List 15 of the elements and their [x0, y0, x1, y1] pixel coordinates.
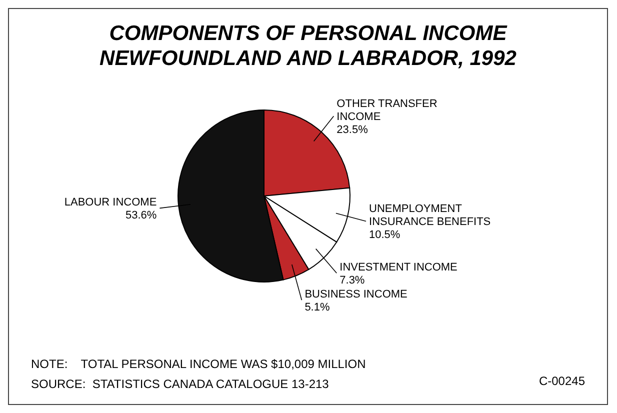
slice-label: LABOUR INCOME	[64, 196, 157, 209]
data-label: 23.5%	[336, 124, 368, 136]
data-label: 10.5%	[369, 229, 400, 242]
slice-label: BUSINESS INCOME	[304, 288, 408, 301]
text: NOTE: TOTAL PERSONAL INCOME WAS $10,009 MILLION	[31, 356, 366, 373]
data-label: 5.1%	[304, 302, 330, 314]
chart-title: COMPONENTS OF PERSONAL INCOME	[108, 21, 508, 46]
source-note: SOURCE: STATISTICS CANADA CATALOGUE 13-213	[31, 376, 330, 393]
chart-subtitle: NEWFOUNDLAND AND LABRADOR, 1992	[98, 46, 518, 71]
text: C-00245	[538, 374, 585, 388]
slice-label: UNEMPLOYMENT INSURANCE BENEFITS	[369, 203, 491, 228]
slice-label: INVESTMENT INCOME	[340, 262, 458, 274]
data-label: 7.3%	[340, 274, 365, 287]
slice-label: OTHER TRANSFER INCOME	[336, 98, 438, 124]
data-label: 53.6%	[125, 210, 157, 222]
